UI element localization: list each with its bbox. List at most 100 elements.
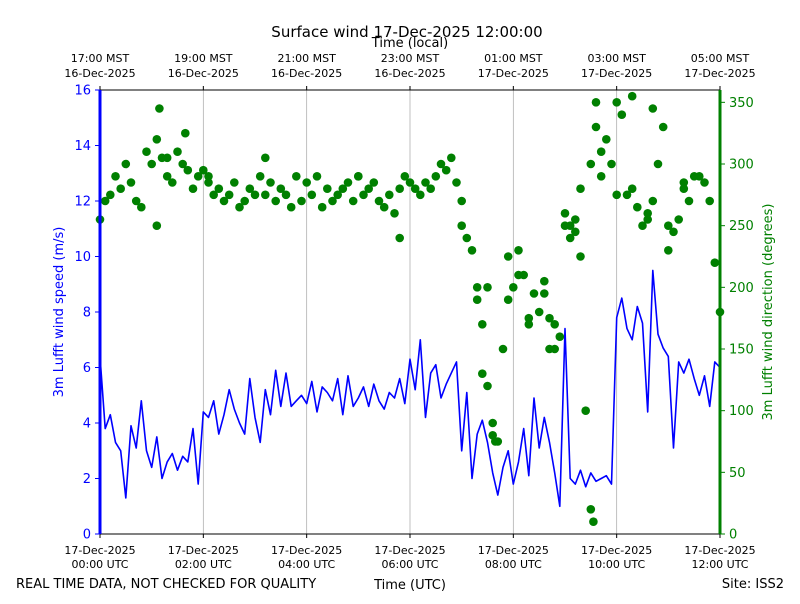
wind-direction-point [116, 184, 125, 193]
left-y-tick-label: 16 [74, 84, 91, 99]
grid-layer [202, 90, 618, 534]
speed-line [99, 269, 721, 508]
left-axis-label: 3m Lufft wind speed (m/s) [52, 227, 67, 398]
left-y-tick-label: 12 [74, 195, 91, 210]
wind-direction-point [364, 184, 374, 193]
x-tick-label-time: 04:00 UTC [278, 558, 335, 571]
wind-direction-point [302, 178, 312, 187]
wind-direction-point [514, 270, 523, 280]
wind-direction-point [576, 184, 585, 193]
wind-direction-point [224, 190, 234, 200]
wind-direction-point [297, 196, 306, 206]
wind-direction-point [545, 313, 554, 323]
wind-direction-point [390, 209, 399, 218]
wind-direction-point [204, 172, 213, 181]
x-tick-label-time: 10:00 UTC [588, 558, 645, 571]
left-y-tick-label: 4 [83, 417, 91, 432]
x-tick-label-date: 17-Dec-2025 [684, 544, 755, 557]
wind-direction-point [354, 172, 363, 181]
wind-direction-point [271, 196, 281, 206]
x-tick-label-date: 17-Dec-2025 [478, 544, 549, 557]
wind-direction-point [478, 320, 487, 329]
wind-direction-point [162, 172, 172, 181]
wind-direction-point [648, 196, 658, 206]
wind-direction-point [586, 159, 596, 169]
wind-direction-point [436, 159, 446, 169]
x-tick-label-time: 00:00 UTC [71, 558, 128, 571]
x-tick-label-date: 17-Dec-2025 [271, 544, 342, 557]
wind-direction-point [700, 178, 709, 187]
wind-direction-point [348, 196, 358, 206]
left-y-tick-label: 8 [83, 306, 91, 321]
wind-direction-point [199, 165, 208, 175]
wind-direction-point [162, 153, 172, 163]
right-y-tick-label: 350 [729, 96, 754, 111]
wind-direction-point [204, 178, 213, 187]
footer-site: Site: ISS2 [722, 577, 784, 592]
wind-direction-point [467, 246, 477, 255]
x-tick-label-date: 17-Dec-2025 [64, 544, 135, 557]
wind-direction-point [491, 437, 500, 446]
wind-direction-point [648, 104, 658, 113]
wind-direction-point [669, 227, 678, 237]
wind-direction-point [400, 172, 410, 181]
wind-direction-point [369, 178, 379, 187]
wind-direction-point [524, 313, 534, 323]
wind-direction-point [679, 184, 689, 193]
wind-direction-point [121, 159, 131, 169]
wind-direction-point [498, 344, 508, 354]
wind-direction-point [705, 196, 714, 206]
wind-direction-point [100, 196, 110, 206]
wind-direction-point [405, 178, 415, 187]
wind-direction-point [622, 190, 632, 200]
right-y-tick-label: 300 [729, 158, 754, 173]
wind-direction-point [328, 196, 337, 206]
wind-direction-point [266, 178, 275, 187]
top-tick-label-time: 03:00 MST [587, 52, 646, 65]
wind-direction-point [653, 159, 663, 169]
top-tick-label-date: 16-Dec-2025 [271, 67, 342, 80]
wind-direction-point [643, 209, 652, 218]
wind-direction-point [457, 196, 467, 206]
wind-direction-point [385, 190, 394, 200]
wind-direction-point [155, 104, 164, 113]
wind-direction-point [540, 289, 549, 298]
wind-direction-point [555, 332, 565, 342]
direction-markers [95, 91, 725, 526]
x-tick-label-date: 17-Dec-2025 [168, 544, 239, 557]
wind-direction-point [152, 135, 162, 144]
wind-direction-point [679, 178, 689, 187]
wind-direction-point [292, 172, 301, 181]
wind-direction-point [333, 190, 343, 200]
right-y-tick-label: 100 [729, 404, 754, 419]
wind-direction-point [596, 172, 606, 181]
wind-direction-point [374, 196, 384, 206]
wind-direction-point [147, 159, 156, 169]
top-tick-label-time: 01:00 MST [484, 52, 543, 65]
wind-direction-point [602, 135, 611, 144]
wind-direction-point [255, 172, 265, 181]
wind-direction-point [235, 202, 244, 212]
top-tick-label-date: 17-Dec-2025 [581, 67, 652, 80]
wind-direction-point [426, 184, 436, 193]
wind-direction-point [457, 221, 467, 230]
wind-direction-point [695, 172, 704, 181]
wind-direction-point [276, 184, 286, 193]
wind-direction-point [483, 381, 492, 391]
wind-direction-point [591, 98, 601, 107]
wind-direction-point [395, 233, 405, 243]
wind-direction-point [514, 246, 523, 255]
wind-direction-point [209, 190, 218, 200]
wind-direction-point [106, 190, 115, 200]
wind-direction-point [503, 295, 513, 305]
right-y-tick-label: 0 [729, 528, 737, 543]
wind-direction-point [183, 165, 193, 175]
top-tick-label-date: 16-Dec-2025 [168, 67, 239, 80]
wind-direction-point [550, 344, 559, 354]
wind-direction-point [410, 184, 420, 193]
x-tick-label-date: 17-Dec-2025 [374, 544, 445, 557]
wind-direction-point [478, 369, 487, 379]
